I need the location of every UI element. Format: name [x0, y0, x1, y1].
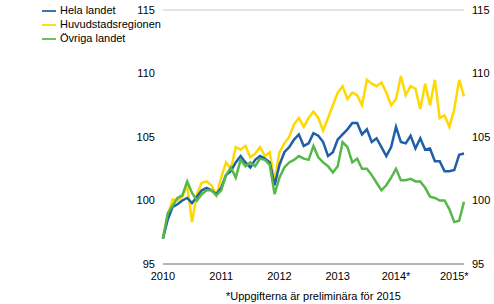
svg-text:110: 110: [472, 67, 490, 79]
html-text:Hela landet: Hela landet: [60, 4, 116, 16]
svg-text:95: 95: [472, 258, 484, 270]
svg-text:105: 105: [137, 131, 155, 143]
html-text:Huvudstadsregionen: Huvudstadsregionen: [60, 18, 161, 31]
svg-text:2011: 2011: [209, 270, 233, 282]
svg-text:2012: 2012: [267, 270, 291, 282]
svg-text:115: 115: [137, 4, 155, 16]
svg-text:95: 95: [143, 258, 155, 270]
svg-text:110: 110: [137, 67, 155, 79]
svg-text:100: 100: [472, 194, 490, 206]
svg-text:2014*: 2014*: [382, 270, 411, 282]
svg-text:115: 115: [472, 4, 490, 16]
svg-text:2010: 2010: [151, 270, 175, 282]
svg-text:105: 105: [472, 131, 490, 143]
html-text:Övriga landet: Övriga landet: [60, 32, 126, 45]
svg-text:100: 100: [137, 194, 155, 206]
svg-text:2013: 2013: [325, 270, 349, 282]
svg-text:2015*: 2015*: [440, 270, 469, 282]
svg-text:*Uppgifterna är preliminära fö: *Uppgifterna är preliminära för 2015: [226, 290, 401, 302]
